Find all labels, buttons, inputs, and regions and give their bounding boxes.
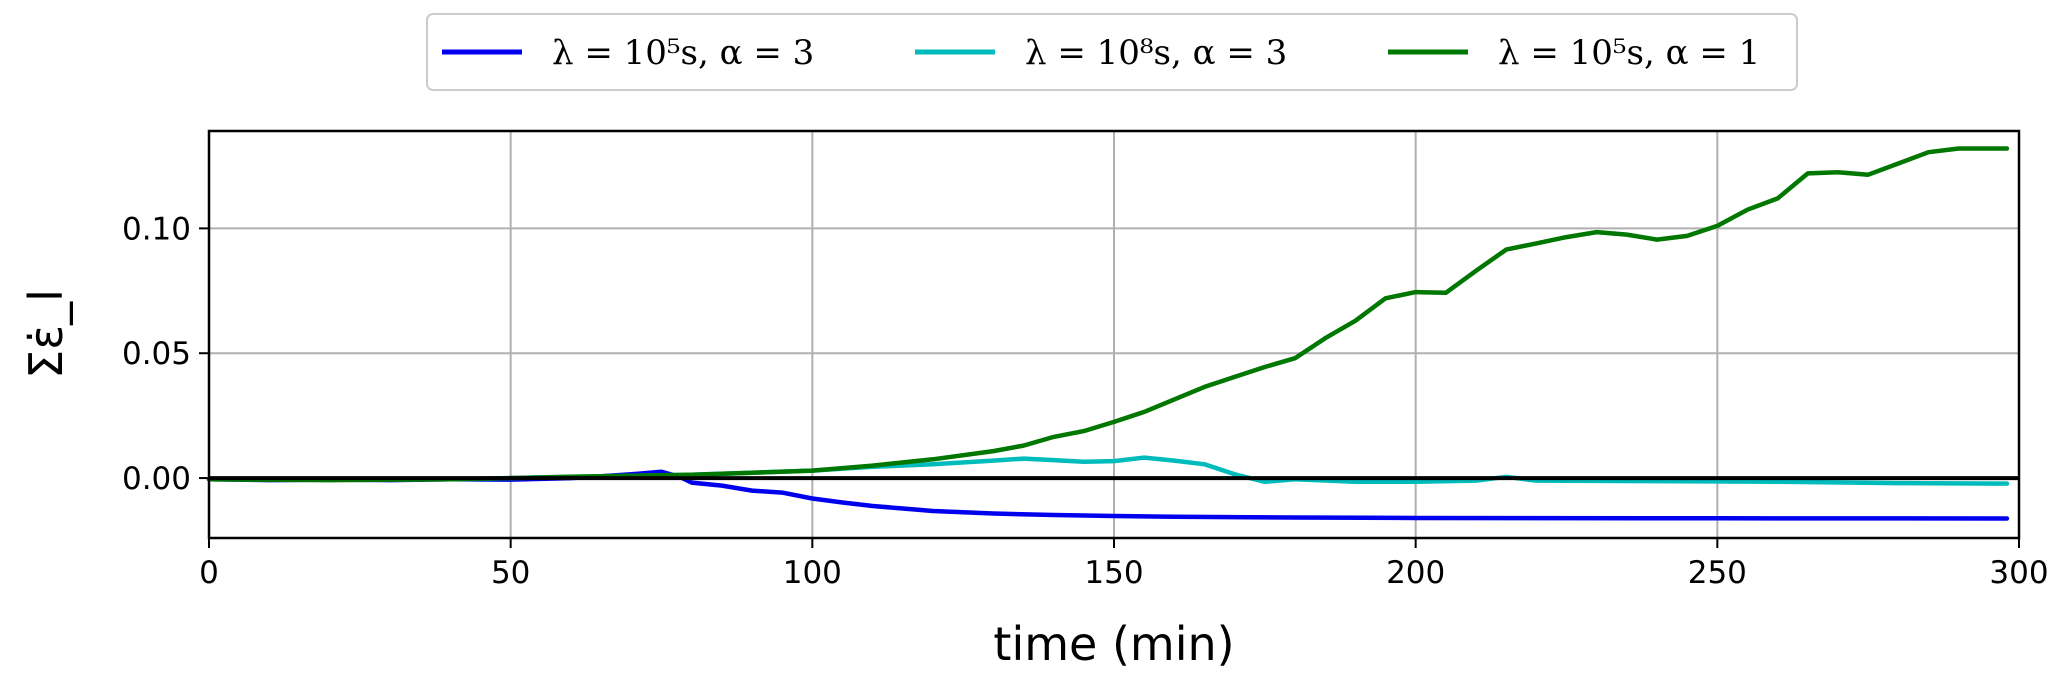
x-tick-label: 150: [1084, 555, 1143, 591]
x-tick-label: 250: [1688, 555, 1747, 591]
axis-ticks: 0 50 100 150 200 250 300 0.00 0.05 0.10: [122, 211, 2049, 591]
x-tick-label: 100: [783, 555, 842, 591]
y-tick-label: 0.00: [122, 461, 191, 497]
x-axis-title: time (min): [993, 617, 1234, 671]
y-tick-label: 0.05: [122, 336, 191, 372]
legend-box: [426, 13, 1798, 91]
x-tick-label: 200: [1386, 555, 1445, 591]
y-tick-label: 0.10: [122, 211, 191, 247]
y-axis-title: Σε̇_l: [19, 289, 73, 379]
legend-label-0: λ = 10⁵s, α = 3: [552, 33, 814, 73]
legend: λ = 10⁵s, α = 3 λ = 10⁸s, α = 3 λ = 10⁵s…: [426, 13, 1798, 91]
legend-label-1: λ = 10⁸s, α = 3: [1025, 33, 1287, 73]
series-line-2: [206, 146, 2010, 483]
x-tick-label: 300: [1989, 555, 2048, 591]
x-tick-label: 50: [491, 555, 530, 591]
x-tick-label: 0: [199, 555, 219, 591]
legend-label-2: λ = 10⁵s, α = 1: [1498, 33, 1760, 73]
